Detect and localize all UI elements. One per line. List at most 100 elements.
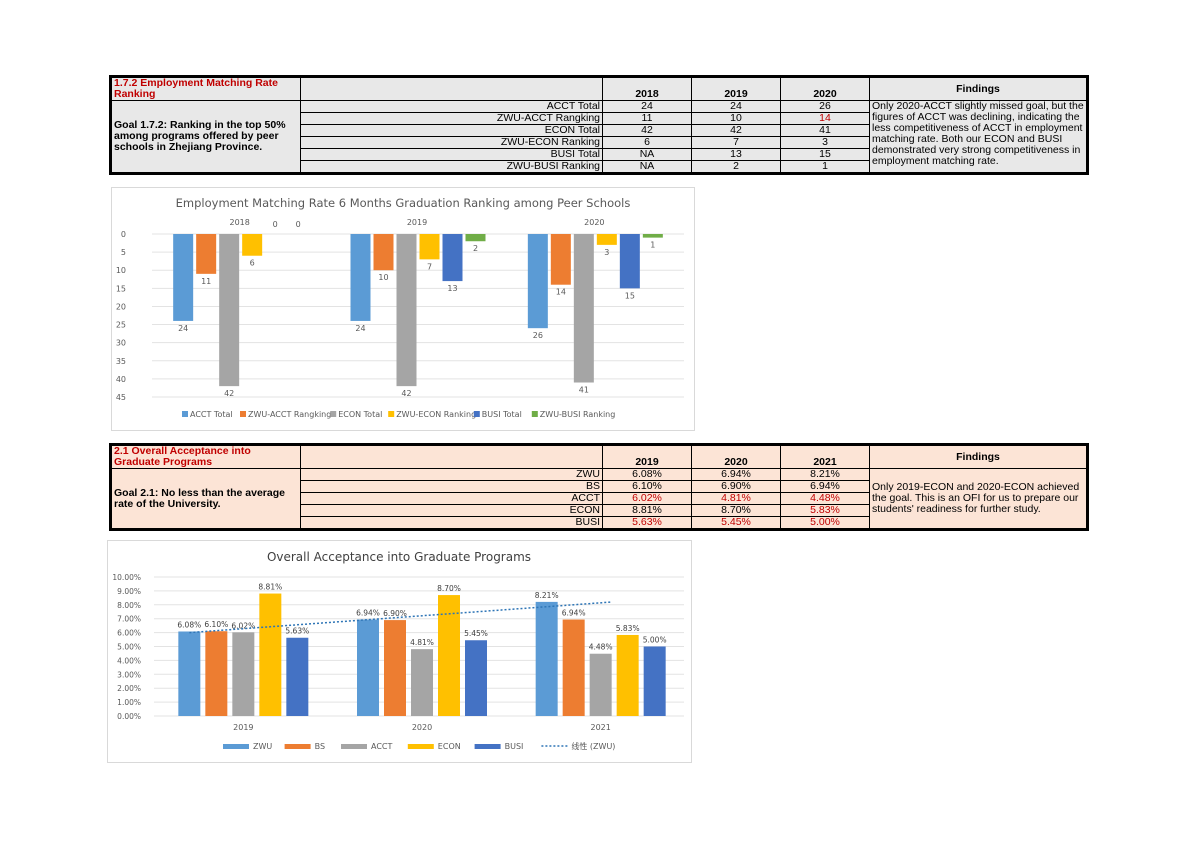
data-label: 26 [533,331,543,340]
data-label: 0 [296,220,301,229]
bar-acct [411,649,433,716]
data-label: 6.90% [383,609,407,618]
bar-acct [232,632,255,716]
legend-swatch [330,411,337,417]
y-tick-label: 40 [116,375,126,384]
legend-label: ZWU [253,742,272,751]
data-label: 10 [378,273,388,282]
legend-label: BUSI [505,742,524,751]
bar-busi [643,646,666,716]
chart-title: Overall Acceptance into Graduate Program… [267,550,531,564]
cell-value-highlight: 5.83% [780,504,870,517]
legend-swatch [531,411,538,417]
y-tick-label: 4.00% [117,656,141,665]
goal-text: Goal 2.1: No less than the average rate … [110,468,301,530]
bar-acct-total [527,234,548,329]
y-tick-label: 35 [116,357,126,366]
data-label: 6.94% [562,609,586,618]
x-category-label: 2018 [229,218,249,227]
legend-swatch [473,411,480,417]
year-header: 2021 [780,444,870,469]
cell-value-highlight: 5.00% [780,516,870,530]
y-tick-label: 10.00% [112,573,141,582]
data-label: 0 [273,220,278,229]
legend-swatch [284,744,311,749]
bar-zwu-busi-ranking [465,234,486,242]
cell-value: 8.21% [780,468,870,481]
row-label: ZWU [300,468,603,481]
legend-label: ZWU-ACCT Rangking [248,410,331,419]
bar-bs [562,619,585,716]
findings-header: Findings [869,76,1088,101]
cell-value-highlight: 4.48% [780,492,870,505]
y-tick-label: 9.00% [117,587,141,596]
legend-label: 线性 (ZWU) [571,741,615,751]
cell-value: 8.70% [691,504,781,517]
y-tick-label: 2.00% [117,684,141,693]
cell-value: 6.94% [780,480,870,493]
cell-value-highlight: 4.81% [691,492,781,505]
legend-label: ZWU-BUSI Ranking [540,410,616,419]
bar-acct-total [350,234,371,321]
trendline-zwu [189,601,612,634]
bar-acct-total [173,234,194,321]
legend-label: ECON [438,742,461,751]
legend-swatch [240,411,246,417]
y-tick-label: 10 [116,266,126,275]
data-label: 6.94% [356,609,380,618]
y-tick-label: 0.00% [117,712,141,721]
data-label: 24 [355,324,365,333]
bar-zwu-acct-rangking [196,234,217,274]
year-header: 2019 [602,444,692,469]
cell-value: NA [602,160,692,174]
data-label: 4.48% [589,643,613,652]
year-header: 2019 [691,76,781,101]
data-label: 11 [201,277,211,286]
cell-value: 6.94% [691,468,781,481]
cell-value: 24 [602,100,692,113]
cell-value: 6 [602,136,692,149]
x-category-label: 2020 [584,218,604,227]
data-label: 1 [650,241,655,250]
year-header: 2018 [602,76,692,101]
employment-ranking-chart-svg: Employment Matching Rate 6 Months Gradua… [116,196,684,419]
data-label: 6.08% [177,620,201,629]
cell-value: 41 [780,124,870,137]
data-label: 6 [250,259,255,268]
data-label: 41 [579,386,589,395]
legend-label: ACCT Total [190,410,233,419]
cell-value: 6.08% [602,468,692,481]
legend-swatch [223,744,249,749]
bar-busi [286,637,309,716]
data-label: 5.45% [464,629,488,638]
bar-zwu-acct-rangking [550,234,571,285]
cell-value-highlight: 5.63% [602,516,692,530]
data-label: 5.00% [643,636,667,645]
cell-value: 10 [691,112,781,125]
bar-zwu [178,631,201,716]
legend-label: ZWU-ECON Ranking [396,410,476,419]
cell-value: 24 [691,100,781,113]
employment-ranking-table: 1.7.2 Employment Matching Rate Ranking 2… [109,75,1089,175]
row-label: BS [300,480,603,493]
cell-value: 42 [602,124,692,137]
x-category-label: 2019 [233,723,253,732]
findings-header: Findings [869,444,1088,469]
data-label: 7 [427,262,432,271]
cell-value: 13 [691,148,781,161]
y-tick-label: 25 [116,321,126,330]
data-label: 8.70% [437,584,461,593]
bar-acct [589,653,612,716]
cell-value: NA [602,148,692,161]
y-tick-label: 1.00% [117,698,141,707]
y-tick-label: 3.00% [117,670,141,679]
bar-zwu-acct-rangking [373,234,394,271]
bar-econ [616,634,639,716]
chart-title: Employment Matching Rate 6 Months Gradua… [176,196,631,210]
cell-value: 8.81% [602,504,692,517]
cell-value: 6.10% [602,480,692,493]
row-label: ECON Total [300,124,603,137]
cell-value: 42 [691,124,781,137]
cell-value: 3 [780,136,870,149]
findings-text: Only 2019-ECON and 2020-ECON achieved th… [869,468,1088,530]
